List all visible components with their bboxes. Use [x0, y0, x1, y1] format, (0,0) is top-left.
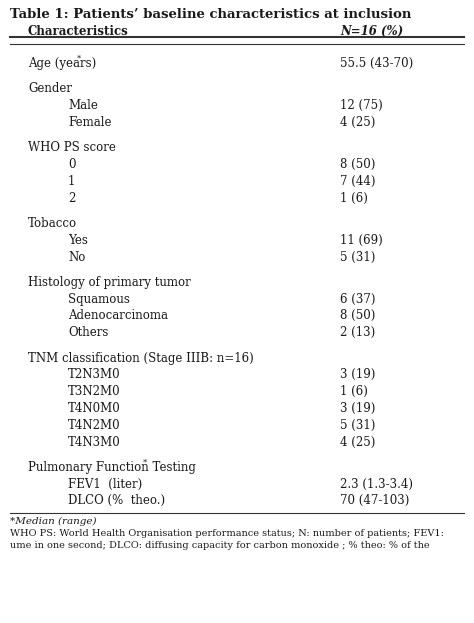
Text: 2: 2	[68, 192, 75, 204]
Text: 3 (19): 3 (19)	[340, 368, 375, 381]
Text: 11 (69): 11 (69)	[340, 234, 383, 247]
Text: 4 (25): 4 (25)	[340, 435, 375, 449]
Text: 4 (25): 4 (25)	[340, 116, 375, 129]
Text: 2 (13): 2 (13)	[340, 326, 375, 339]
Text: Pulmonary Function Testing: Pulmonary Function Testing	[28, 461, 196, 474]
Text: 5 (31): 5 (31)	[340, 419, 375, 432]
Text: Squamous: Squamous	[68, 293, 130, 306]
Text: 0: 0	[68, 158, 75, 171]
Text: 6 (37): 6 (37)	[340, 293, 375, 306]
Text: 1 (6): 1 (6)	[340, 192, 368, 204]
Text: 1 (6): 1 (6)	[340, 385, 368, 398]
Text: T4N2M0: T4N2M0	[68, 419, 120, 432]
Text: 5 (31): 5 (31)	[340, 250, 375, 264]
Text: WHO PS: World Health Organisation performance status; N: number of patients; FEV: WHO PS: World Health Organisation perfor…	[10, 529, 444, 538]
Text: 8 (50): 8 (50)	[340, 158, 375, 171]
Text: N=16 (%): N=16 (%)	[340, 25, 403, 38]
Text: T4N0M0: T4N0M0	[68, 402, 121, 415]
Text: Yes: Yes	[68, 234, 88, 247]
Text: Table 1: Patients’ baseline characteristics at inclusion: Table 1: Patients’ baseline characterist…	[10, 8, 411, 21]
Text: TNM classification (Stage IIIB: n=16): TNM classification (Stage IIIB: n=16)	[28, 351, 254, 364]
Text: 2.3 (1.3-3.4): 2.3 (1.3-3.4)	[340, 478, 413, 490]
Text: Tobacco: Tobacco	[28, 217, 77, 230]
Text: Others: Others	[68, 326, 109, 339]
Text: 1: 1	[68, 175, 75, 188]
Text: 7 (44): 7 (44)	[340, 175, 375, 188]
Text: *Median (range): *Median (range)	[10, 517, 97, 526]
Text: 3 (19): 3 (19)	[340, 402, 375, 415]
Text: Histology of primary tumor: Histology of primary tumor	[28, 276, 191, 289]
Text: Gender: Gender	[28, 82, 72, 95]
Text: T2N3M0: T2N3M0	[68, 368, 120, 381]
Text: 70 (47-103): 70 (47-103)	[340, 495, 410, 507]
Text: Adenocarcinoma: Adenocarcinoma	[68, 310, 168, 322]
Text: Characteristics: Characteristics	[28, 25, 129, 38]
Text: T4N3M0: T4N3M0	[68, 435, 121, 449]
Text: 8 (50): 8 (50)	[340, 310, 375, 322]
Text: *: *	[143, 459, 147, 467]
Text: *: *	[77, 55, 81, 63]
Text: WHO PS score: WHO PS score	[28, 141, 116, 155]
Text: Female: Female	[68, 116, 111, 129]
Text: 12 (75): 12 (75)	[340, 99, 383, 112]
Text: Age (years): Age (years)	[28, 57, 96, 70]
Text: Male: Male	[68, 99, 98, 112]
Text: DLCO (%  theo.): DLCO (% theo.)	[68, 495, 165, 507]
Text: 55.5 (43-70): 55.5 (43-70)	[340, 57, 413, 70]
Text: FEV1  (liter): FEV1 (liter)	[68, 478, 142, 490]
Text: T3N2M0: T3N2M0	[68, 385, 120, 398]
Text: ume in one second; DLCO: diffusing capacity for carbon monoxide ; % theo: % of t: ume in one second; DLCO: diffusing capac…	[10, 541, 429, 550]
Text: No: No	[68, 250, 85, 264]
